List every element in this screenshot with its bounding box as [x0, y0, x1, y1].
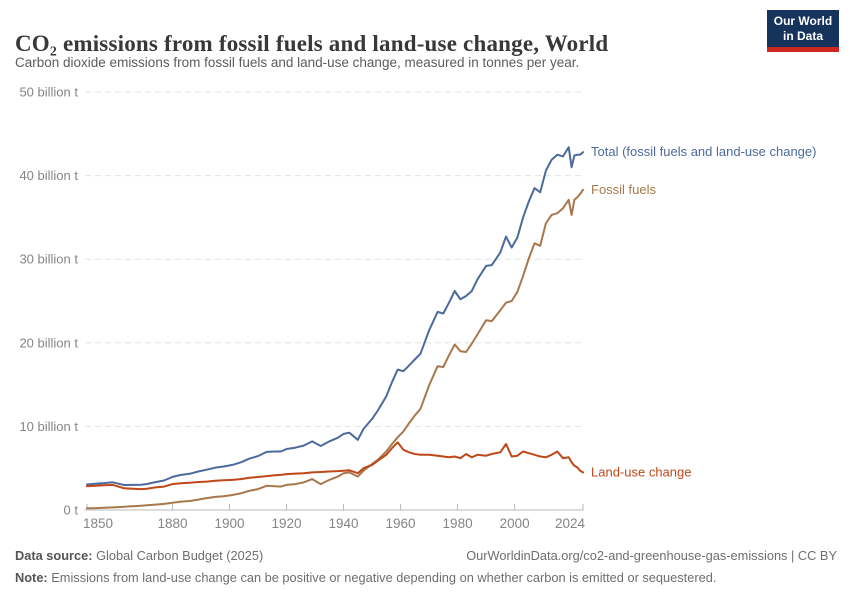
- y-axis-tick-label: 30 billion t: [19, 252, 78, 267]
- note-text: Emissions from land-use change can be po…: [47, 570, 717, 585]
- data-source-value: Global Carbon Budget (2025): [92, 548, 264, 563]
- y-axis-tick-label: 20 billion t: [19, 335, 78, 350]
- y-axis-tick-label: 50 billion t: [19, 85, 78, 100]
- source-url[interactable]: OurWorldinData.org/co2-and-greenhouse-ga…: [466, 548, 837, 563]
- y-axis-tick-label: 0 t: [64, 503, 79, 518]
- x-axis-tick-label: 2000: [500, 516, 530, 531]
- series-line-fossil-fuels: [86, 188, 584, 510]
- y-axis-tick-label: 10 billion t: [19, 419, 78, 434]
- x-axis-tick-label: 1900: [215, 516, 245, 531]
- x-axis-tick-label: 1960: [386, 516, 416, 531]
- x-axis-tick-label: 1980: [443, 516, 473, 531]
- series-line-land-use-change: [86, 441, 584, 491]
- x-axis-tick-label: 1940: [329, 516, 359, 531]
- series-label: Fossil fuels: [591, 182, 657, 197]
- owid-logo-line2: in Data: [782, 29, 823, 43]
- page-title: CO₂ emissions from fossil fuels and land…: [15, 31, 609, 57]
- chart-subtitle: Carbon dioxide emissions from fossil fue…: [15, 55, 580, 70]
- x-axis-tick-label: 1880: [157, 516, 187, 531]
- data-source-label: Data source:: [15, 548, 93, 563]
- owid-logo-line1: Our World: [773, 14, 833, 28]
- x-axis-tick-label: 2024: [555, 516, 586, 531]
- y-axis-tick-label: 40 billion t: [19, 168, 78, 183]
- chart-canvas: 0 t 10 billion t 20 billion t 30 billion t 4…: [19, 85, 816, 532]
- chart-footer: Data source: Global Carbon Budget (2025)…: [15, 548, 837, 563]
- x-axis-tick-label: 1850: [83, 516, 113, 531]
- series-line-total-fossil-fuels-and-land-use-change: [86, 146, 584, 486]
- data-source: Data source: Global Carbon Budget (2025): [15, 548, 263, 563]
- x-axis-tick-label: 1920: [272, 516, 302, 531]
- series-label: Land-use change: [591, 464, 691, 479]
- note-label: Note:: [15, 570, 48, 585]
- series-label: Total (fossil fuels and land-use change): [591, 144, 816, 159]
- owid-logo[interactable]: Our World in Data: [767, 10, 839, 52]
- chart-note: Note: Emissions from land-use change can…: [15, 570, 716, 585]
